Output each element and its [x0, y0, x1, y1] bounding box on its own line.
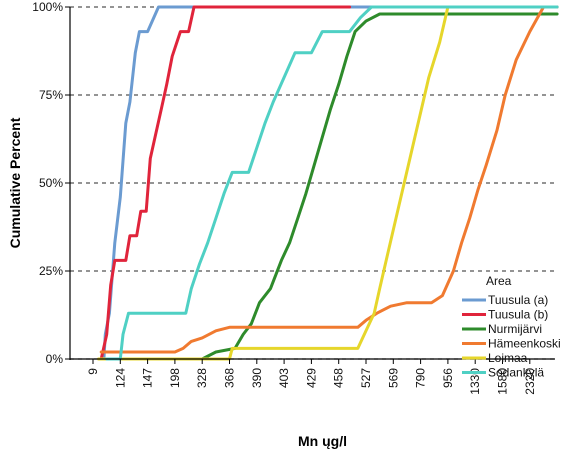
x-tick-label: 9	[86, 368, 100, 375]
x-tick-label: 124	[113, 368, 127, 388]
y-tick-label: 0%	[46, 352, 64, 366]
series-line-loimaa	[97, 5, 450, 361]
y-tick-label: 25%	[39, 264, 63, 278]
series-line-h-meenkoski	[99, 5, 559, 354]
x-tick-label: 147	[141, 368, 155, 388]
x-tick-label: 403	[277, 368, 291, 388]
legend-label: Nurmijärvi	[488, 322, 542, 336]
y-tick-label: 75%	[39, 88, 63, 102]
x-tick-label: 2320	[523, 368, 537, 395]
x-tick-label: 956	[441, 368, 455, 388]
x-tick-label: 198	[168, 368, 182, 388]
legend-title: Area	[486, 274, 512, 288]
x-tick-label: 790	[414, 368, 428, 388]
legend-label: Sodankylä	[488, 366, 544, 380]
legend-label: Tuusula (b)	[488, 308, 548, 322]
y-tick-label: 50%	[39, 176, 63, 190]
x-tick-label: 527	[359, 368, 373, 388]
series-line-tuusula-b-	[99, 5, 352, 361]
legend-label: Tuusula (a)	[488, 293, 548, 307]
x-tick-label: 429	[304, 368, 318, 388]
legend-label: Hämeenkoski	[488, 337, 561, 351]
x-tick-label: 1580	[496, 368, 510, 395]
x-tick-label: 390	[250, 368, 264, 388]
x-tick-label: 569	[386, 368, 400, 388]
x-tick-label: 1330	[468, 368, 482, 395]
x-tick-label: 328	[195, 368, 209, 388]
y-tick-label: 100%	[32, 0, 63, 14]
legend-label: Loimaa	[488, 351, 528, 365]
series-line-nurmij-rvi	[200, 12, 559, 361]
series-line-sodankyl-	[105, 5, 559, 361]
grid-lines	[70, 6, 555, 360]
legend: Area Tuusula (a)Tuusula (b)NurmijärviHäm…	[462, 274, 561, 380]
x-tick-label: 368	[223, 368, 237, 388]
y-axis-title: Cumulative Percent	[7, 117, 23, 248]
x-tick-label: 458	[332, 368, 346, 388]
series-lines	[97, 5, 559, 361]
x-axis-title: Mn ųg/l	[298, 433, 347, 449]
